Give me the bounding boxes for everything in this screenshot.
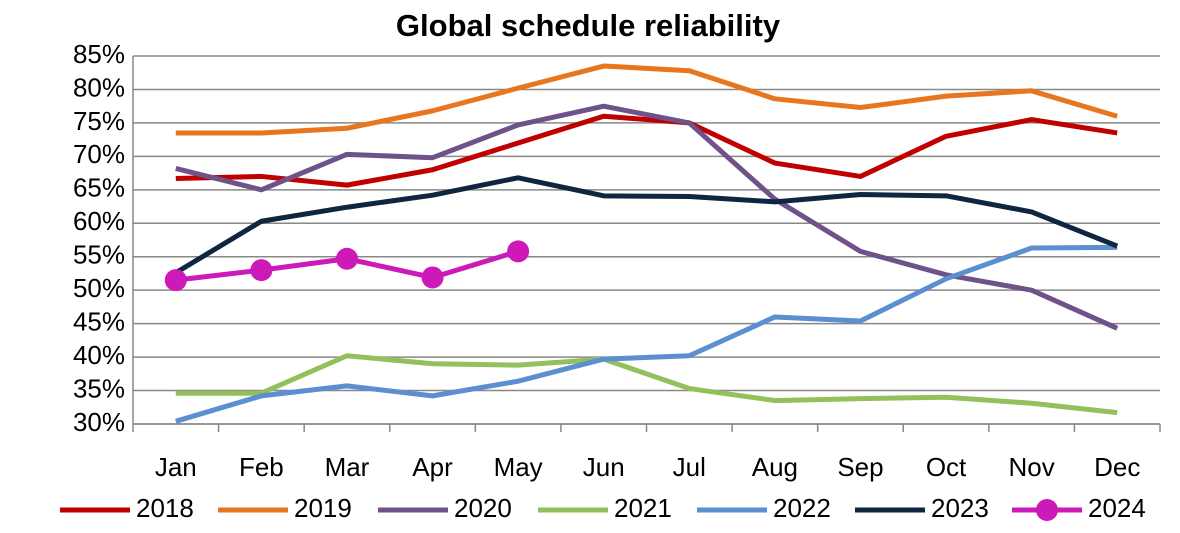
y-tick-label: 40%	[73, 340, 125, 370]
x-tick-label: May	[494, 452, 543, 482]
x-tick-label: Mar	[325, 452, 370, 482]
legend-label: 2020	[454, 493, 512, 523]
series-line	[174, 175, 1119, 275]
y-tick-label: 55%	[73, 240, 125, 270]
x-tick-label: Jul	[673, 452, 706, 482]
x-tick-label: Dec	[1094, 452, 1140, 482]
x-tick-label: Oct	[926, 452, 967, 482]
series-line	[175, 103, 1119, 331]
legend-label: 2024	[1088, 493, 1146, 523]
series-line	[175, 63, 1118, 136]
legend-label: 2018	[136, 493, 194, 523]
series-line	[175, 113, 1118, 188]
y-tick-label: 60%	[73, 206, 125, 236]
legend-label: 2023	[931, 493, 989, 523]
y-tick-label: 80%	[73, 72, 125, 102]
y-tick-label: 45%	[73, 307, 125, 337]
legend-label: 2019	[294, 493, 352, 523]
y-tick-label: 30%	[73, 407, 125, 437]
legend-label: 2021	[614, 493, 672, 523]
y-tick-label: 70%	[73, 139, 125, 169]
legend-label: 2022	[773, 493, 831, 523]
x-tick-label: Aug	[752, 452, 798, 482]
series-line	[175, 244, 1118, 424]
chart-title: Global schedule reliability	[396, 8, 781, 43]
x-tick-label: Nov	[1009, 452, 1055, 482]
point-marker	[335, 247, 358, 270]
series-line	[175, 353, 1118, 416]
legend-marker	[1036, 499, 1058, 521]
x-tick-label: Jun	[583, 452, 625, 482]
y-tick-label: 85%	[73, 39, 125, 69]
y-tick-label: 35%	[73, 373, 125, 403]
point-marker	[164, 269, 187, 292]
y-tick-label: 50%	[73, 273, 125, 303]
x-tick-label: Feb	[239, 452, 284, 482]
x-tick-label: Sep	[837, 452, 883, 482]
x-tick-label: Jan	[155, 452, 197, 482]
point-marker	[421, 266, 444, 289]
point-marker	[507, 240, 530, 263]
point-marker	[250, 259, 273, 282]
y-tick-label: 65%	[73, 173, 125, 203]
y-tick-label: 75%	[73, 106, 125, 136]
x-tick-label: Apr	[412, 452, 453, 482]
